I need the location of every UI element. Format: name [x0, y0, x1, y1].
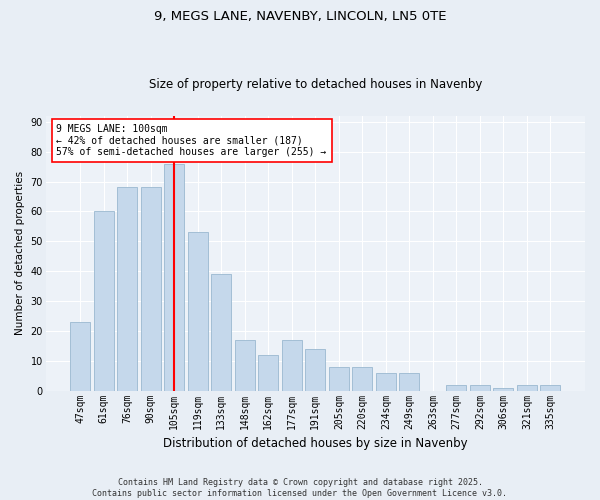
Bar	[305, 349, 325, 391]
Bar	[188, 232, 208, 390]
Bar	[329, 366, 349, 390]
Bar	[141, 188, 161, 390]
Bar	[282, 340, 302, 390]
Bar	[235, 340, 255, 390]
Bar	[94, 212, 114, 390]
Bar	[352, 366, 373, 390]
Title: Size of property relative to detached houses in Navenby: Size of property relative to detached ho…	[149, 78, 482, 91]
Bar	[541, 384, 560, 390]
Bar	[470, 384, 490, 390]
Bar	[493, 388, 514, 390]
Y-axis label: Number of detached properties: Number of detached properties	[15, 171, 25, 336]
Bar	[259, 355, 278, 390]
Bar	[164, 164, 184, 390]
Bar	[117, 188, 137, 390]
Text: 9 MEGS LANE: 100sqm
← 42% of detached houses are smaller (187)
57% of semi-detac: 9 MEGS LANE: 100sqm ← 42% of detached ho…	[56, 124, 327, 157]
Bar	[70, 322, 90, 390]
Bar	[400, 372, 419, 390]
Bar	[376, 372, 396, 390]
X-axis label: Distribution of detached houses by size in Navenby: Distribution of detached houses by size …	[163, 437, 467, 450]
Bar	[446, 384, 466, 390]
Bar	[211, 274, 231, 390]
Text: 9, MEGS LANE, NAVENBY, LINCOLN, LN5 0TE: 9, MEGS LANE, NAVENBY, LINCOLN, LN5 0TE	[154, 10, 446, 23]
Text: Contains HM Land Registry data © Crown copyright and database right 2025.
Contai: Contains HM Land Registry data © Crown c…	[92, 478, 508, 498]
Bar	[517, 384, 537, 390]
